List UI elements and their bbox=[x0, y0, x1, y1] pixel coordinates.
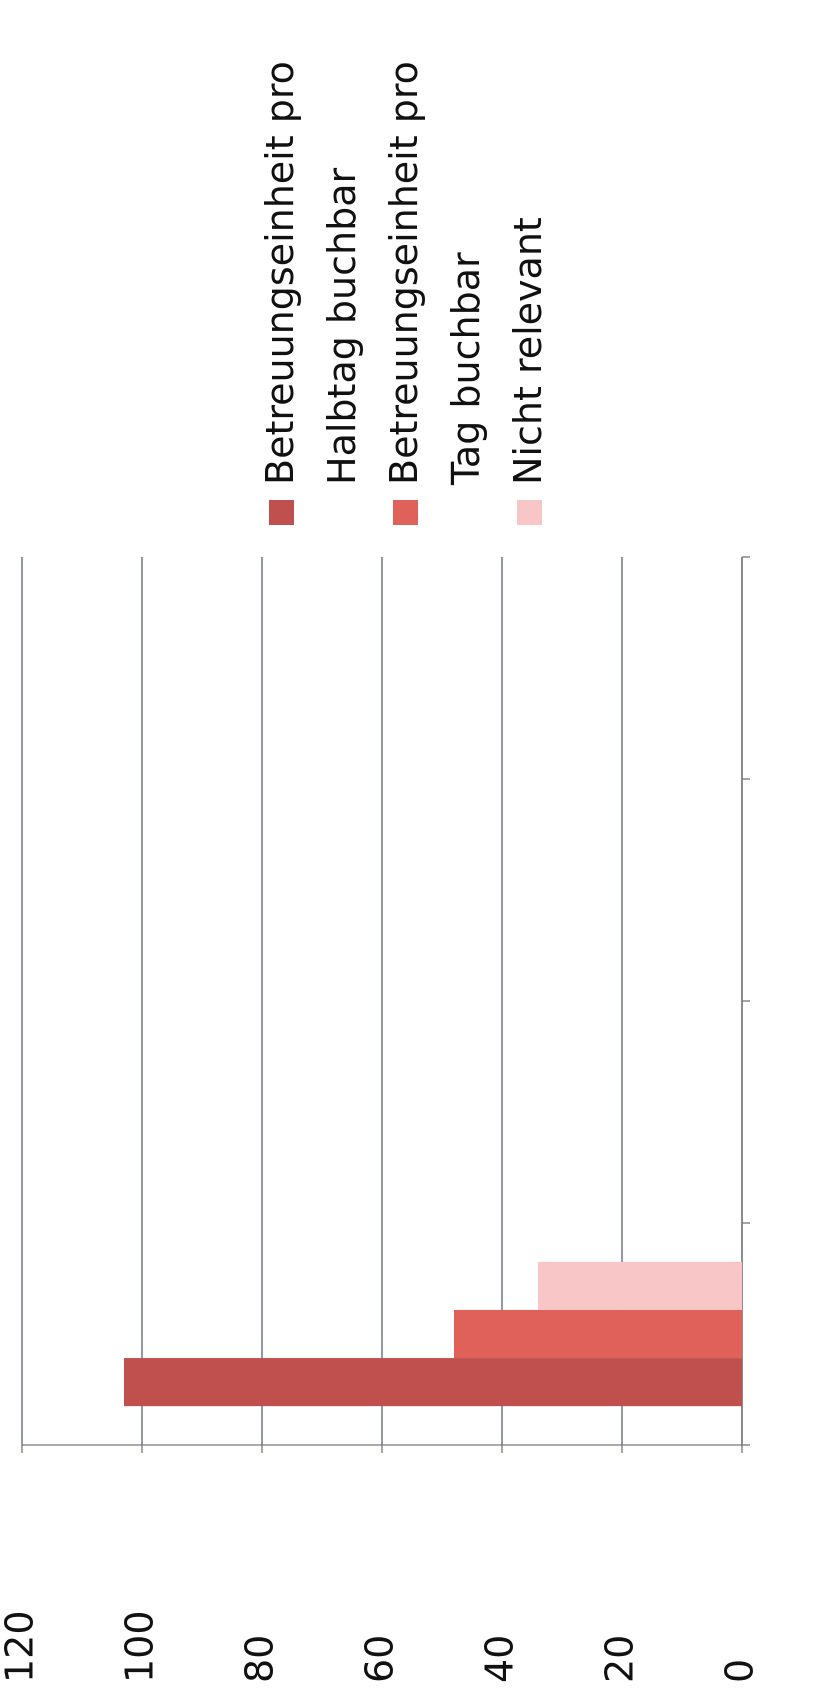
y-tick-label: 60 bbox=[358, 1635, 402, 1683]
bar bbox=[454, 1309, 742, 1359]
legend-swatch bbox=[393, 500, 418, 525]
legend-label: Betreuungseinheit pro Halbtag buchbar bbox=[258, 61, 364, 485]
legend-line: Nicht relevant bbox=[506, 217, 550, 485]
legend-line: Halbtag buchbar bbox=[320, 167, 364, 485]
y-tick-label: 20 bbox=[598, 1635, 642, 1683]
y-tick-label: 100 bbox=[118, 1610, 162, 1683]
y-tick-label: 40 bbox=[478, 1635, 522, 1683]
legend-line: Betreuungseinheit pro bbox=[258, 61, 302, 485]
legend-label: Nicht relevant bbox=[506, 217, 550, 485]
bar bbox=[538, 1261, 742, 1310]
legend-line: Betreuungseinheit pro bbox=[382, 61, 426, 485]
y-tick-label: 0 bbox=[718, 1659, 762, 1683]
y-tick-label: 80 bbox=[238, 1635, 282, 1683]
rotated-chart: 0 20 40 60 80 100 120 Betreuungseinheit pro Halb… bbox=[0, 61, 762, 1683]
legend-swatch bbox=[517, 500, 542, 525]
y-tick-label: 120 bbox=[0, 1610, 42, 1683]
bar bbox=[124, 1358, 742, 1407]
legend-line: Tag buchbar bbox=[444, 252, 488, 486]
legend-label: Betreuungseinheit pro Tag buchbar bbox=[382, 61, 488, 486]
legend-swatch bbox=[269, 500, 294, 525]
